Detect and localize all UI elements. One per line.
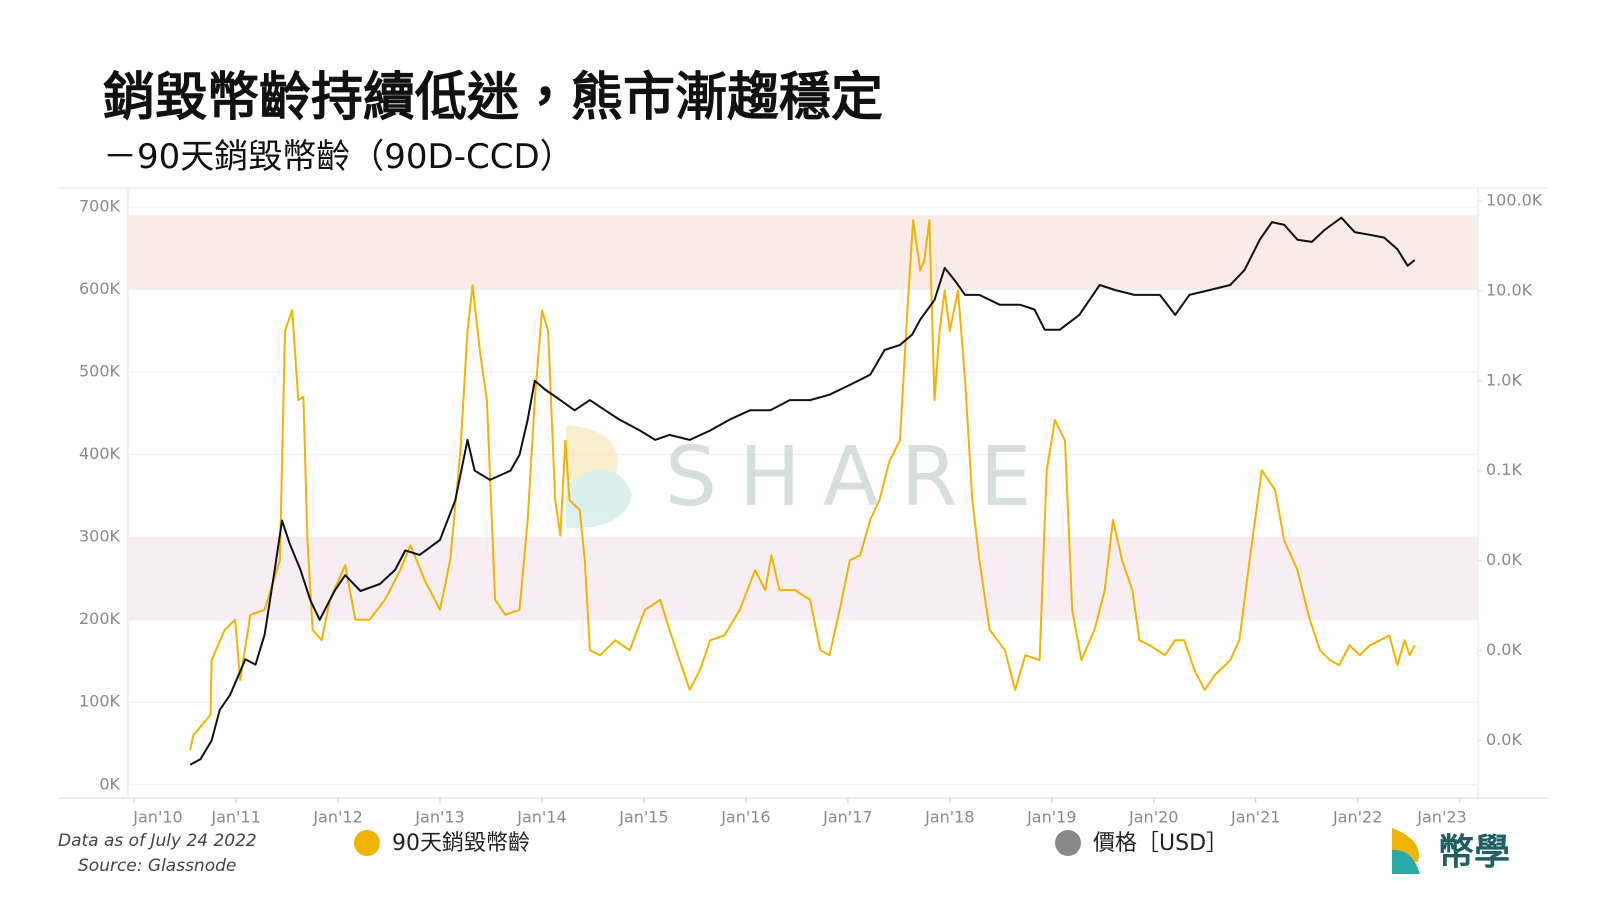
legend-label: 價格［USD］ [1093,831,1228,856]
series-line [189,219,1416,751]
highlight-band [128,537,1478,620]
y-tick-label: 400K [79,444,121,463]
x-tick-label: Jan'19 [1026,808,1076,827]
x-tick-label: Jan'13 [414,808,464,827]
x-tick-label: Jan'17 [822,808,872,827]
y-tick-label: 500K [79,362,121,381]
highlight-band [128,215,1478,290]
foreground-layer: 0K 100K 200K 300K 400K 500K 600K 700K 100.0K 10.0… [79,190,1543,856]
x-tick-label: Jan'21 [1230,808,1280,827]
x-tick-label: Jan'18 [924,808,974,827]
legend-marker [354,830,380,856]
chart-subtitle: －90天銷毀幣齡（90D-CCD） [103,137,574,177]
x-tick-label: Jan'16 [720,808,770,827]
watermark-shape [566,469,632,529]
x-tick-label: Jan'14 [516,808,566,827]
y-tick-label: 0K [99,774,120,793]
x-tick-label: Jan'12 [312,808,362,827]
y2-tick-label: 0.0K [1486,730,1522,749]
logo-text: 幣學 [1438,832,1510,873]
x-tick-label: Jan'10 [132,808,182,827]
watermark: SHARE [566,425,1054,529]
y-tick-label: 100K [79,692,121,711]
logo-shape [1392,849,1420,874]
chart-title: 銷毀幣齡持續低迷，熊市漸趨穩定 [103,68,883,128]
y-tick-label: 300K [79,527,121,546]
legend-label: 90天銷毀幣齡 [392,831,530,856]
y2-tick-label: 0.1K [1486,460,1522,479]
y2-tick-label: 10.0K [1486,280,1533,299]
y2-tick-label: 100.0K [1486,190,1543,209]
x-tick-label: Jan'20 [1128,808,1178,827]
watermark-text: SHARE [665,430,1054,525]
logo: 幣學 [1392,828,1510,874]
y2-tick-label: 0.0K [1486,640,1522,659]
y-tick-label: 600K [79,279,121,298]
x-tick-label: Jan'23 [1416,808,1466,827]
source: Source: Glassnode [78,856,236,876]
y2-tick-label: 0.0K [1486,550,1522,569]
y-tick-label: 200K [79,609,121,628]
x-tick-label: Jan'11 [210,808,260,827]
x-tick-label: Jan'15 [618,808,668,827]
footnote: Data as of July 24 2022 [58,831,257,851]
y-tick-label: 700K [79,196,121,215]
y2-tick-label: 1.0K [1486,370,1522,389]
x-tick-label: Jan'22 [1332,808,1382,827]
series-line [189,216,1416,766]
watermark-shape [566,425,618,480]
legend-marker [1055,830,1081,856]
background-layer [58,187,1548,799]
